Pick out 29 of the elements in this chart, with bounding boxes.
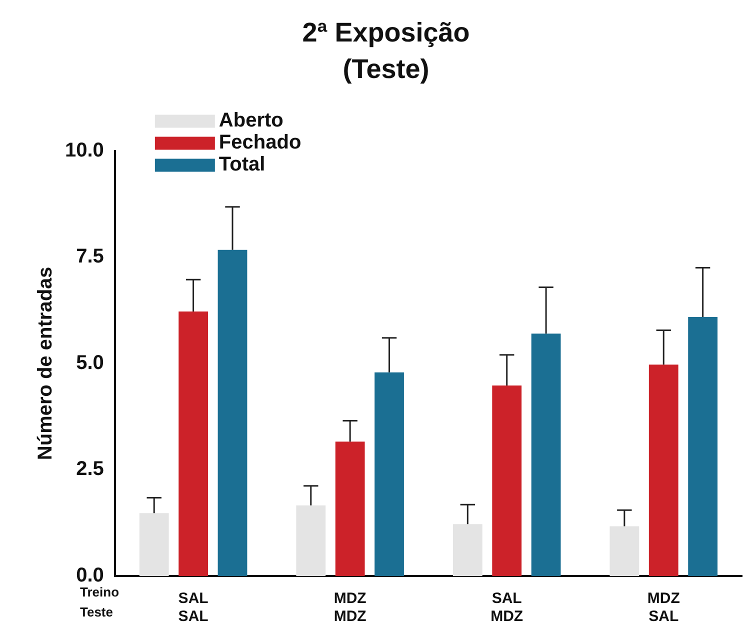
chart-subtitle: (Teste): [342, 54, 430, 84]
bar: [335, 442, 365, 576]
x-tick-label: MDZ MDZ: [334, 590, 366, 626]
x-tick-label: SAL SAL: [178, 590, 208, 626]
x-tick-label: MDZ SAL: [647, 590, 680, 626]
legend-label: Total: [218, 153, 266, 176]
y-tick-label: 2.5: [76, 458, 104, 480]
bar: [688, 317, 718, 576]
bar: [218, 250, 248, 576]
y-tick-label: 0.0: [76, 564, 104, 587]
bar: [178, 312, 208, 576]
text: Treino: [80, 584, 120, 600]
y-axis-title: Número de entradas: [34, 266, 57, 460]
bar: [374, 372, 404, 576]
bar: [531, 334, 561, 576]
x-tick-label: SAL MDZ: [490, 590, 524, 626]
y-tick-label: 10.0: [64, 139, 104, 162]
bar: [139, 513, 169, 576]
text: Teste: [80, 604, 113, 620]
legend-label: Aberto: [218, 109, 284, 132]
bar: [296, 505, 326, 576]
bar: [610, 526, 640, 576]
legend-label: Fechado: [218, 131, 302, 154]
bar: [452, 524, 482, 576]
bar: [492, 386, 522, 576]
chart-title: 2ª Exposição: [302, 18, 470, 48]
bar: [648, 364, 678, 576]
y-tick-label: 7.5: [76, 246, 104, 268]
y-tick-label: 5.0: [76, 352, 104, 374]
